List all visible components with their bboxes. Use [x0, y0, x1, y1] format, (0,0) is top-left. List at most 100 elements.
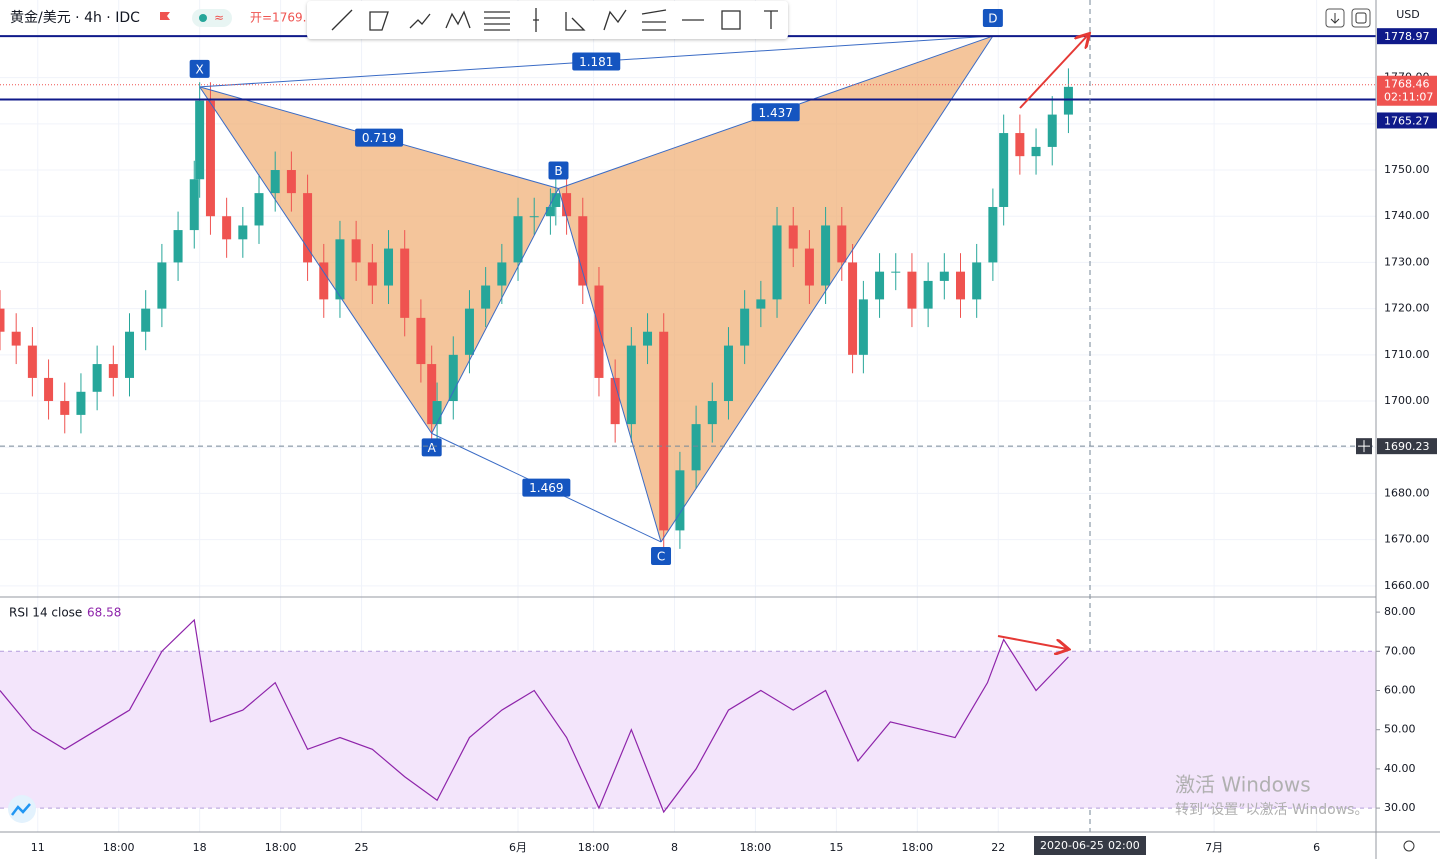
ratio-box: [522, 478, 571, 497]
divergence-arrow: [997, 635, 1067, 649]
candle-body: [891, 271, 901, 273]
point-label: C: [657, 549, 665, 563]
tool-rect[interactable]: [721, 10, 741, 30]
point-box: [421, 438, 442, 457]
candle-body: [1031, 146, 1041, 157]
symbol: 黄金/美元 · 4h · IDC: [10, 9, 140, 26]
tool-xabcd[interactable]: [603, 9, 627, 31]
settings-button[interactable]: [1403, 840, 1415, 852]
crosshair-date: 2020-06-25: [1040, 839, 1104, 852]
candle-body: [157, 262, 167, 309]
candle-body: [529, 216, 539, 218]
fullscreen-button[interactable]: [1351, 8, 1371, 28]
pattern-leg: [660, 35, 994, 543]
tool-trendline[interactable]: [331, 9, 353, 31]
x-tick-label: 18: [193, 841, 207, 854]
x-tick-label: 8: [671, 841, 678, 854]
x-tick-label: 25: [355, 841, 369, 854]
candle-body: [1015, 133, 1025, 157]
y-tick-label: 1730.00: [1384, 255, 1430, 268]
tool-channel[interactable]: [641, 9, 667, 31]
trend-arrow: [1019, 35, 1088, 109]
candle-body: [76, 391, 86, 415]
status-dot: [199, 14, 207, 22]
tool-pattern[interactable]: [445, 10, 471, 29]
point-box: [189, 59, 210, 78]
status-pill: [192, 9, 232, 27]
candle-body: [60, 401, 70, 415]
candle-body: [659, 331, 669, 531]
candle-body: [238, 225, 248, 240]
candle-body: [804, 248, 814, 286]
candle-body: [562, 193, 572, 217]
point-label: A: [428, 441, 437, 455]
ratio-label: 0.719: [362, 131, 396, 145]
candle-body: [788, 225, 798, 249]
candle-body: [594, 285, 604, 378]
candle-body: [448, 354, 458, 402]
candle-body: [772, 225, 782, 300]
candle-body: [626, 345, 636, 425]
current-price-bg: [1377, 75, 1437, 106]
countdown: 02:11:07: [1384, 91, 1433, 104]
candle-body: [189, 179, 199, 231]
crosshair-time-bg: [1034, 836, 1147, 855]
candle-body: [108, 364, 118, 378]
candle-body: [222, 216, 232, 240]
candle-body: [44, 377, 54, 402]
x-tick-label: 18:00: [578, 841, 610, 854]
x-tick-label: 15: [829, 841, 843, 854]
candle-body: [384, 248, 394, 286]
y-tick-label: 70.00: [1384, 644, 1416, 657]
tool-polygon[interactable]: [369, 11, 389, 31]
candle-body: [875, 271, 885, 300]
candle-body: [956, 271, 966, 300]
current-price-label: 1768.46: [1384, 78, 1430, 91]
watermark-subtitle: 转到“设置”以激活 Windows。: [1175, 801, 1368, 818]
pattern-leg: [431, 188, 559, 434]
x-tick-label: 18:00: [740, 841, 772, 854]
candle-body: [988, 206, 998, 263]
ratio-label: 1.437: [759, 106, 793, 120]
ratio-box: [751, 103, 800, 122]
logo-mark: [11, 803, 31, 816]
candle-body: [923, 280, 933, 309]
header: 黄金/美元 · 4h · IDC ≈ 开=1769.4: [10, 9, 314, 27]
candle-body: [643, 331, 653, 346]
pattern-leg: [199, 86, 433, 434]
x-tick-label: 7月: [1205, 841, 1223, 854]
price-line-label-bg: [1377, 112, 1437, 129]
candle-body: [545, 206, 555, 217]
candle-body: [707, 401, 717, 425]
ratio-box: [355, 128, 404, 147]
y-tick-label: 1700.00: [1384, 394, 1430, 407]
candle-body: [481, 285, 491, 309]
candle-body: [464, 308, 474, 355]
y-tick-label: 1680.00: [1384, 486, 1430, 499]
point-box: [982, 9, 1003, 28]
logo-bg: [8, 795, 36, 823]
x-tick-label: 6月: [509, 841, 527, 854]
candle-body: [0, 308, 5, 332]
tool-angle[interactable]: [565, 12, 586, 31]
tool-vline[interactable]: [533, 8, 539, 32]
candle-body: [27, 345, 37, 378]
tool-text[interactable]: [764, 10, 778, 29]
candle-body: [351, 239, 361, 263]
candle-body: [416, 317, 426, 365]
candle-body: [723, 345, 733, 402]
y-tick-label: 30.00: [1384, 801, 1416, 814]
tool-path[interactable]: [409, 13, 431, 29]
status-icon: ≈: [214, 11, 224, 25]
candle-body: [821, 225, 831, 286]
tool-fib[interactable]: [484, 11, 510, 31]
candle-body: [756, 299, 766, 309]
candle-body: [92, 364, 102, 392]
rsi-line: [0, 618, 1069, 814]
top-right-buttons: USD: [1325, 8, 1420, 28]
candle-body: [335, 239, 345, 300]
candle-body: [427, 364, 437, 425]
candle-body: [1047, 114, 1057, 147]
x-tick-label: 11: [31, 841, 45, 854]
